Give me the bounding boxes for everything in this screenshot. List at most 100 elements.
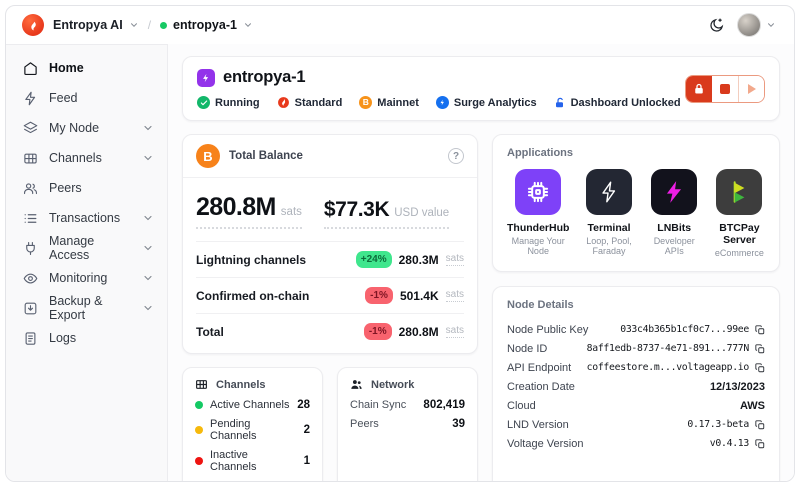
detail-row-creation-date: Creation Date 12/13/2023	[507, 380, 765, 393]
lock-icon	[695, 83, 703, 93]
thunderhub-icon	[515, 169, 562, 215]
topbar: Entropya AI / entropya-1	[6, 6, 794, 44]
main-content: entropya-1 Running Standard B	[168, 44, 794, 481]
stop-icon	[720, 83, 730, 94]
status-badge-network: B Mainnet	[359, 96, 419, 109]
status-badge-plan: Standard	[277, 96, 342, 109]
network-row-chain-sync: Chain Sync 802,419	[350, 399, 465, 411]
network-row-peers: Peers 39	[350, 418, 465, 430]
status-badges: Running Standard B Mainnet Surge Ana	[197, 96, 681, 109]
node-status-dot	[160, 21, 168, 29]
node-switcher[interactable]: entropya-1	[160, 18, 253, 33]
app-tile-terminal[interactable]: Terminal Loop, Pool, Faraday	[583, 169, 634, 258]
file-text-icon	[23, 331, 38, 346]
grid-icon	[23, 151, 38, 166]
sidebar-item-transactions[interactable]: Transactions	[6, 203, 167, 233]
network-card-title: Network	[371, 378, 415, 391]
change-badge: -1%	[365, 287, 393, 304]
start-node-button[interactable]	[738, 75, 764, 102]
status-dot	[195, 457, 203, 465]
sidebar-item-my-node[interactable]: My Node	[6, 113, 167, 143]
breadcrumb-separator: /	[147, 18, 152, 32]
grid-icon	[195, 378, 208, 391]
chevron-down-icon	[142, 122, 154, 134]
channels-row-inactive: Inactive Channels 1	[195, 449, 310, 473]
channels-row-pending: Pending Channels 2	[195, 418, 310, 442]
applications-title: Applications	[507, 147, 574, 159]
balance-row-onchain: Confirmed on-chain -1% 501.4K sats	[196, 277, 464, 313]
channels-card: Channels Active Channels 28 Pending Chan…	[182, 367, 323, 481]
sidebar-item-label: My Node	[49, 121, 100, 135]
sidebar-item-label: Channels	[49, 151, 102, 165]
org-switcher[interactable]: Entropya AI	[53, 18, 139, 33]
stop-node-button[interactable]	[712, 75, 738, 102]
sidebar-item-label: Monitoring	[49, 271, 108, 285]
dark-mode-toggle[interactable]	[708, 17, 725, 34]
help-icon[interactable]: ?	[448, 148, 464, 164]
status-dot	[195, 426, 203, 434]
eye-icon	[23, 271, 38, 286]
chevron-down-icon	[766, 18, 776, 33]
network-card: Network Chain Sync 802,419 Peers 39	[337, 367, 478, 481]
copy-icon[interactable]	[755, 438, 765, 449]
sidebar-item-monitoring[interactable]: Monitoring	[6, 263, 167, 293]
app-tile-btcpay[interactable]: BTCPay Server eCommerce	[714, 169, 765, 258]
users-icon	[350, 378, 363, 391]
sidebar-item-manage-access[interactable]: Manage Access	[6, 233, 167, 263]
usd-balance: $77.3K USD value	[323, 198, 450, 229]
balance-row-total: Total -1% 280.8M sats	[196, 313, 464, 349]
balance-row-lightning: Lightning channels +24% 280.3M sats	[196, 241, 464, 277]
plug-icon	[23, 241, 38, 256]
node-power-controls	[685, 74, 765, 103]
app-tile-lnbits[interactable]: LNBits Developer APIs	[649, 169, 700, 258]
change-badge: +24%	[355, 251, 392, 268]
page-title: entropya-1	[223, 68, 306, 86]
lock-button[interactable]	[686, 75, 712, 102]
copy-icon[interactable]	[755, 362, 765, 373]
status-badge-surge: Surge Analytics	[435, 96, 537, 109]
layers-icon	[23, 121, 38, 136]
app-tile-thunderhub[interactable]: ThunderHub Manage Your Node	[507, 169, 569, 258]
node-details-card: Node Details Node Public Key 033c4b365b1…	[492, 286, 780, 481]
sidebar-item-channels[interactable]: Channels	[6, 143, 167, 173]
sidebar-item-label: Logs	[49, 331, 77, 345]
chevron-down-icon	[142, 272, 154, 284]
bitcoin-icon: B	[196, 144, 220, 168]
chevron-down-icon	[129, 18, 139, 33]
sidebar-item-label: Transactions	[49, 211, 121, 225]
account-menu[interactable]	[737, 13, 776, 37]
download-box-icon	[23, 301, 38, 316]
sidebar-item-label: Backup & Export	[49, 294, 103, 322]
sats-balance: 280.8M sats	[196, 193, 302, 229]
sidebar-item-label: Home	[49, 61, 84, 75]
users-icon	[23, 181, 38, 196]
detail-row-lnd-version: LND Version 0.17.3-beta	[507, 416, 765, 433]
list-icon	[23, 211, 38, 226]
chevron-down-icon	[142, 242, 154, 254]
sidebar-item-logs[interactable]: Logs	[6, 323, 167, 353]
sidebar-item-backup-export[interactable]: Backup & Export	[6, 293, 167, 323]
copy-icon[interactable]	[755, 343, 765, 354]
detail-row-node-id: Node ID 8aff1edb-8737-4e71-891...777N	[507, 340, 765, 357]
btcpay-icon	[716, 169, 763, 215]
sidebar-item-label: Manage Access	[49, 234, 95, 262]
avatar	[737, 13, 761, 37]
moon-icon	[710, 17, 724, 32]
sidebar-item-label: Feed	[49, 91, 78, 105]
channels-card-title: Channels	[216, 378, 266, 391]
lnbits-icon	[651, 169, 698, 215]
org-name: Entropya AI	[53, 18, 123, 32]
bolt-icon	[23, 91, 38, 106]
status-badge-running: Running	[197, 96, 260, 109]
sidebar-item-home[interactable]: Home	[6, 53, 167, 83]
copy-icon[interactable]	[755, 419, 765, 430]
node-header-card: entropya-1 Running Standard B	[182, 56, 780, 121]
sidebar-item-peers[interactable]: Peers	[6, 173, 167, 203]
flame-icon	[277, 96, 290, 109]
bolt-circle-icon	[435, 96, 449, 109]
voltage-logo-icon	[22, 14, 44, 36]
channels-row-active: Active Channels 28	[195, 399, 310, 411]
copy-icon[interactable]	[755, 324, 765, 335]
sidebar-item-feed[interactable]: Feed	[6, 83, 167, 113]
